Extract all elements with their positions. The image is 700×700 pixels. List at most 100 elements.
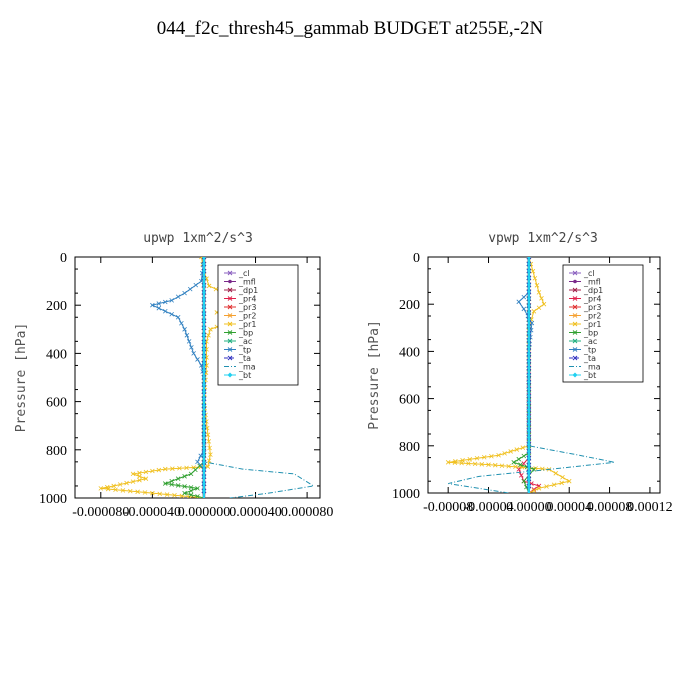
legend-marker [227, 347, 233, 352]
series-bp [511, 257, 537, 493]
series-marker [201, 325, 206, 330]
series-bt [201, 257, 206, 498]
series-marker [207, 445, 212, 451]
legend-marker [572, 313, 578, 318]
series-marker [492, 462, 498, 468]
series-marker [208, 452, 213, 457]
legend-label: _pr1 [583, 320, 601, 329]
legend-label: _ta [238, 354, 251, 363]
series-marker [182, 484, 187, 489]
series-marker [516, 467, 522, 472]
series-marker [514, 447, 520, 452]
series-marker [208, 327, 213, 332]
series-marker [201, 361, 206, 366]
legend-label: _ac [238, 337, 252, 346]
y-axis-title: Pressure [hPa] [367, 320, 382, 430]
series-marker [551, 482, 557, 488]
legend-label: _cl [238, 269, 250, 278]
series-marker [526, 324, 531, 329]
series-marker [201, 446, 206, 451]
series-marker [201, 347, 206, 352]
series-marker [201, 460, 206, 465]
series-marker [526, 352, 531, 357]
series-marker [513, 464, 518, 470]
series-marker [170, 466, 175, 471]
legend-label: _pr4 [238, 295, 256, 304]
legend-marker [227, 372, 233, 378]
legend-label: _pr2 [238, 312, 256, 321]
series-marker [506, 463, 511, 469]
series-marker [201, 467, 206, 472]
series-marker [201, 318, 206, 323]
series-marker [508, 449, 513, 454]
x-tick-label: -0.00008 [423, 500, 473, 515]
series-marker [195, 459, 200, 465]
series-marker [195, 357, 200, 362]
series-marker [201, 269, 206, 274]
series-marker [169, 482, 174, 487]
series-marker [526, 393, 531, 398]
series-line [150, 257, 205, 498]
series-marker [188, 485, 194, 490]
legend-marker [227, 287, 233, 293]
vpwp-panel: vpwp 1xm^2/s^3 0 200 400 600 800 1000-0.00008-… [367, 231, 673, 515]
series-marker [566, 478, 572, 484]
legend-label: _pr2 [583, 312, 601, 321]
series-marker [526, 484, 531, 489]
series-marker [162, 466, 168, 472]
series-marker [201, 410, 206, 415]
x-tick-label: 0.00000 [506, 500, 552, 515]
plot-frame [427, 256, 661, 494]
series-marker [195, 486, 200, 491]
legend-marker [227, 338, 233, 344]
series-marker [195, 494, 200, 498]
x-tick-label: -0.000040 [124, 505, 181, 520]
series-marker [111, 483, 116, 489]
series-marker [201, 439, 206, 444]
series-marker [142, 490, 148, 495]
series-marker [124, 480, 129, 486]
legend-marker [227, 355, 233, 361]
series-marker [526, 268, 531, 273]
series-marker [205, 432, 211, 438]
x-tick-label: 0.000080 [281, 505, 334, 520]
series-marker [188, 488, 194, 494]
series-marker [156, 305, 162, 311]
legend-marker [572, 347, 578, 352]
series-marker [162, 308, 168, 314]
legend-marker [572, 372, 578, 378]
series-marker [150, 490, 155, 496]
y-tick-label: 200 [399, 298, 420, 313]
legend-label: _dp1 [238, 286, 258, 295]
legend-label: _cl [583, 269, 595, 278]
series-bp [162, 257, 207, 498]
x-tick-label: 0.00008 [587, 500, 633, 515]
legend-marker [227, 321, 233, 327]
series-marker [536, 290, 542, 295]
series-marker [137, 470, 142, 476]
series-marker [201, 340, 206, 345]
series-marker [206, 283, 212, 289]
series-marker [496, 452, 501, 458]
series-marker [143, 469, 149, 475]
series-marker [526, 456, 531, 461]
series-marker [526, 296, 531, 301]
series-marker [526, 303, 531, 308]
legend-label: _pr3 [583, 303, 601, 312]
series-marker [135, 489, 140, 495]
series-marker [182, 490, 187, 496]
legend-marker [227, 270, 233, 276]
series-marker [105, 486, 111, 492]
legend-label: _ma [583, 363, 601, 372]
series-marker [534, 283, 540, 288]
series-marker [526, 449, 531, 454]
y-axis-title: Pressure [hPa] [14, 323, 29, 433]
series-marker [519, 473, 524, 478]
series-marker [162, 481, 168, 486]
y-tick-label: 1000 [39, 492, 67, 507]
series-marker [521, 306, 527, 312]
legend-label: _tp [583, 346, 596, 355]
legend-marker [227, 313, 233, 318]
series-marker [201, 368, 206, 373]
